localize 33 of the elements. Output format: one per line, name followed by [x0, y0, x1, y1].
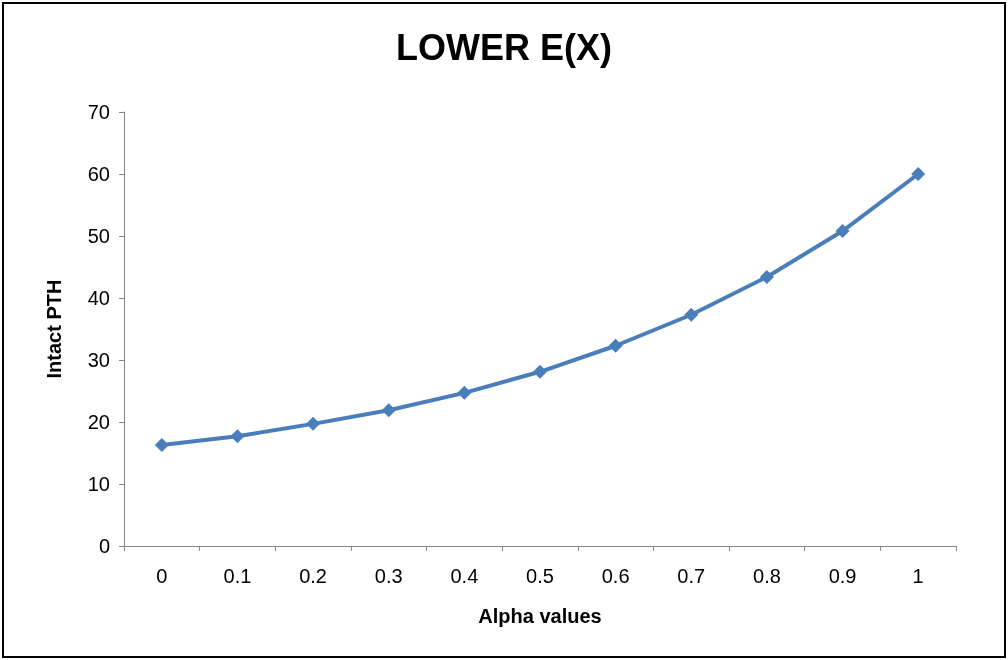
point [684, 307, 699, 322]
y-tick-label: 50 [87, 225, 110, 247]
y-tick-label: 0 [98, 535, 110, 557]
x-tick-label: 0.3 [374, 565, 403, 587]
x-tick-label: 0.7 [677, 565, 706, 587]
x-tick-label: 0.5 [526, 565, 554, 587]
y-tick-label: 40 [87, 287, 110, 309]
x-tick-label: 1 [912, 565, 924, 587]
point [533, 364, 547, 379]
x-tick-label: 0.4 [450, 565, 479, 587]
point [306, 416, 321, 431]
point [381, 403, 396, 418]
y-axis-title: Intact PTH [43, 279, 65, 379]
point [911, 167, 926, 181]
y-tick-label: 30 [87, 349, 110, 371]
point [608, 338, 623, 353]
y-tick-label: 60 [87, 163, 110, 185]
point [457, 385, 472, 400]
y-tick-label: 20 [87, 411, 110, 433]
point [835, 224, 850, 239]
x-axis-title: Alpha values [478, 605, 602, 627]
x-tick-label: 0.9 [828, 565, 857, 587]
x-tick-label: 0.6 [601, 565, 630, 587]
x-tick-label: 0.8 [753, 565, 781, 587]
point [154, 437, 169, 452]
x-tick-label: 0 [156, 565, 168, 587]
x-tick-label: 0.1 [223, 565, 252, 587]
y-tick-label: 70 [87, 101, 110, 123]
x-tick-label: 0.2 [299, 565, 327, 587]
point [230, 429, 245, 444]
point [759, 269, 774, 284]
chart-title: LOWER E(X) [396, 26, 612, 68]
y-tick-label: 10 [87, 473, 110, 495]
